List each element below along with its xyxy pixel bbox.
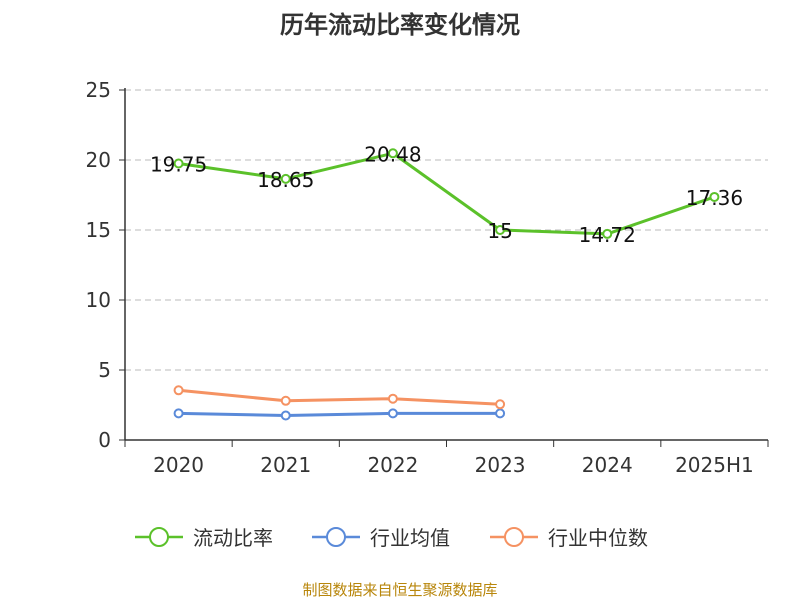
x-tick-label: 2022 (367, 453, 418, 477)
x-tick-label: 2021 (260, 453, 311, 477)
series-1 (173, 408, 506, 421)
data-point[interactable] (280, 410, 291, 421)
x-tick-label: 2020 (153, 453, 204, 477)
grid-lines (125, 89, 768, 371)
data-point[interactable] (495, 225, 506, 235)
legend-marker (149, 527, 169, 547)
legend-marker (326, 527, 346, 547)
data-label: 14.72 (579, 223, 636, 247)
series-line (178, 388, 501, 406)
data-label: 19.75 (150, 153, 207, 177)
y-tick-label: 5 (98, 358, 111, 382)
series-0: 19.75 18.65 20.48 15 14.72 17.36 (150, 142, 743, 247)
y-tick-label: 15 (86, 218, 111, 242)
legend-label: 流动比率 (193, 526, 273, 550)
data-point[interactable] (602, 228, 613, 239)
data-label: 20.48 (364, 142, 421, 166)
data-point[interactable] (495, 408, 506, 419)
data-point[interactable] (709, 191, 720, 202)
series-line (178, 151, 715, 236)
chart-title: 历年流动比率变化情况 (280, 11, 520, 39)
legend[interactable]: 流动比率 行业均值 行业中位数 (135, 526, 648, 550)
series-2 (173, 385, 506, 410)
x-tick-label: 2025H1 (675, 453, 754, 477)
data-point[interactable] (173, 385, 184, 396)
legend-item-2[interactable]: 行业中位数 (490, 526, 648, 550)
data-label: 15 (487, 219, 512, 243)
data-point[interactable] (495, 399, 506, 410)
y-tick-label: 10 (86, 288, 111, 312)
legend-item-0[interactable]: 流动比率 (135, 526, 273, 550)
legend-label: 行业中位数 (548, 526, 648, 550)
data-point[interactable] (387, 148, 398, 159)
legend-item-1[interactable]: 行业均值 (312, 526, 450, 550)
y-tick-label: 20 (86, 148, 111, 172)
data-label: 18.65 (257, 168, 314, 192)
data-point[interactable] (387, 408, 398, 419)
data-point[interactable] (387, 393, 398, 404)
legend-label: 行业均值 (370, 526, 450, 550)
y-tick-label: 25 (86, 78, 111, 102)
data-point[interactable] (280, 173, 291, 184)
data-label: 17.36 (686, 186, 743, 210)
series-line (178, 411, 501, 417)
legend-marker (504, 527, 524, 547)
x-tick-label: 2024 (582, 453, 633, 477)
x-tick-label: 2023 (475, 453, 526, 477)
data-point[interactable] (173, 408, 184, 419)
series-group: 19.75 18.65 20.48 15 14.72 17.36 (150, 142, 743, 421)
data-point[interactable] (173, 158, 184, 169)
data-point[interactable] (280, 395, 291, 406)
source-note: 制图数据来自恒生聚源数据库 (302, 581, 497, 599)
axes: 0 5 10 15 20 25 2020 2021 2022 2023 2024 2025H1 (86, 78, 769, 477)
y-tick-label: 0 (98, 428, 111, 452)
